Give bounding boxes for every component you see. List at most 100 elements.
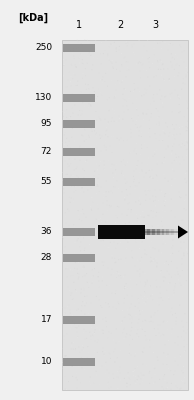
Point [114, 59, 118, 66]
Point [89, 276, 92, 282]
Point [85, 335, 88, 342]
Point [126, 151, 129, 157]
Point [152, 363, 155, 369]
Point [126, 352, 130, 358]
Point [91, 270, 94, 276]
Point [153, 365, 157, 372]
Point [63, 158, 67, 164]
Point [76, 266, 79, 272]
Point [170, 380, 173, 386]
Point [181, 217, 184, 223]
Point [66, 355, 69, 362]
Point [104, 37, 107, 44]
Point [105, 134, 108, 141]
Point [119, 364, 122, 370]
Point [135, 126, 138, 133]
Point [98, 147, 101, 153]
Point [83, 311, 86, 317]
Point [177, 72, 180, 79]
Point [94, 326, 97, 333]
Point [179, 315, 182, 321]
Point [88, 281, 91, 287]
Point [152, 95, 155, 101]
Point [112, 133, 115, 139]
Point [112, 174, 115, 181]
Bar [162, 229, 164, 235]
Point [65, 84, 68, 90]
Point [177, 342, 180, 348]
Point [171, 141, 174, 147]
Point [122, 172, 125, 179]
Point [123, 338, 126, 344]
Point [116, 385, 120, 392]
Point [139, 40, 142, 47]
Point [167, 144, 170, 150]
Point [93, 329, 96, 336]
Point [105, 209, 108, 216]
Point [132, 167, 135, 174]
Point [178, 158, 181, 164]
Point [105, 131, 108, 137]
Point [113, 255, 116, 262]
Point [175, 154, 178, 160]
Point [161, 61, 165, 67]
Point [83, 318, 87, 324]
Point [148, 196, 151, 202]
Point [141, 307, 144, 314]
Point [138, 180, 141, 186]
Point [149, 246, 152, 252]
Point [106, 68, 109, 74]
Text: 36: 36 [41, 228, 52, 236]
Point [80, 93, 83, 100]
Point [156, 108, 159, 114]
Point [126, 370, 130, 376]
Point [89, 374, 92, 380]
Point [164, 275, 167, 281]
Point [153, 148, 156, 155]
Point [163, 130, 166, 136]
Point [172, 295, 175, 302]
Bar [63, 254, 95, 262]
Point [78, 284, 81, 291]
Bar [170, 229, 171, 235]
Point [182, 251, 185, 257]
Point [142, 345, 145, 351]
Point [78, 78, 81, 85]
Point [90, 207, 93, 213]
Point [130, 305, 133, 311]
Bar [175, 229, 176, 235]
Point [169, 59, 172, 65]
Point [157, 325, 160, 332]
Point [121, 330, 124, 336]
Point [156, 91, 159, 97]
Point [137, 176, 140, 183]
Point [146, 140, 149, 146]
Point [125, 344, 128, 351]
Point [77, 274, 80, 280]
Point [158, 87, 161, 93]
Point [70, 346, 73, 352]
Point [139, 97, 142, 103]
Point [186, 146, 189, 152]
Point [141, 140, 144, 146]
Point [137, 198, 140, 204]
Point [75, 370, 78, 376]
Point [171, 122, 174, 128]
Point [116, 354, 119, 361]
Point [136, 363, 139, 370]
Point [63, 313, 67, 319]
Point [75, 308, 79, 315]
Point [145, 90, 148, 96]
Point [81, 108, 84, 114]
Bar [166, 229, 167, 235]
Point [63, 333, 66, 339]
Point [88, 50, 91, 56]
Point [119, 216, 122, 222]
Point [186, 140, 189, 146]
Bar [159, 229, 160, 235]
Point [63, 105, 66, 111]
Point [183, 142, 186, 148]
Point [73, 270, 76, 277]
Point [65, 146, 68, 153]
Point [124, 162, 127, 168]
